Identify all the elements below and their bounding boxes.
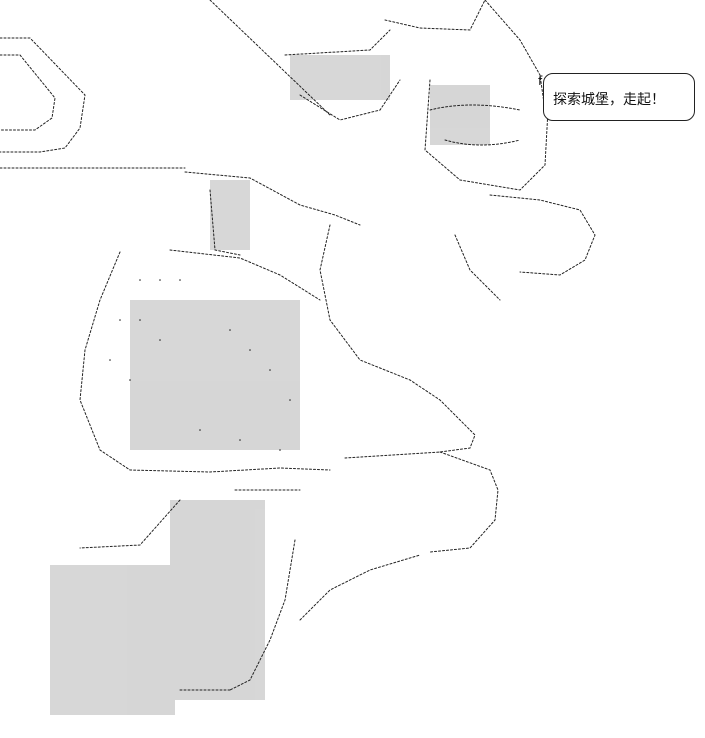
leg-right <box>429 451 499 553</box>
boot-right-shading <box>170 500 265 700</box>
hand-outline <box>489 194 596 276</box>
leg-left-line <box>79 499 181 549</box>
leg-line <box>229 539 296 691</box>
speech-bubble-text: 探索城堡，走起！ <box>553 92 665 108</box>
cape-shading <box>130 300 300 450</box>
face-line <box>444 139 521 146</box>
shading <box>50 55 490 715</box>
collar-shading <box>210 180 250 250</box>
diagonal-line <box>209 0 331 116</box>
left-frame-inner <box>0 54 56 131</box>
boot-left-shading <box>50 565 175 715</box>
hat-shading <box>290 55 390 100</box>
shoulder-line <box>184 171 361 226</box>
speech-bubble <box>543 73 695 121</box>
art-lines <box>0 0 596 691</box>
speech-bubble-tail: f <box>538 74 543 88</box>
hair-shading <box>430 85 490 145</box>
back-outline <box>319 224 476 459</box>
hat-top <box>384 0 486 31</box>
arm-line <box>454 234 501 301</box>
body-outline <box>79 251 331 473</box>
hat-brim <box>299 79 401 121</box>
hair-line <box>429 104 521 111</box>
hat-brim-left <box>284 29 391 56</box>
body-top <box>169 249 321 301</box>
hat-right <box>484 0 546 111</box>
foot-line <box>299 554 421 621</box>
head-outline <box>424 79 549 191</box>
collar <box>209 189 241 256</box>
body-dots <box>109 279 291 451</box>
left-frame <box>0 37 86 153</box>
